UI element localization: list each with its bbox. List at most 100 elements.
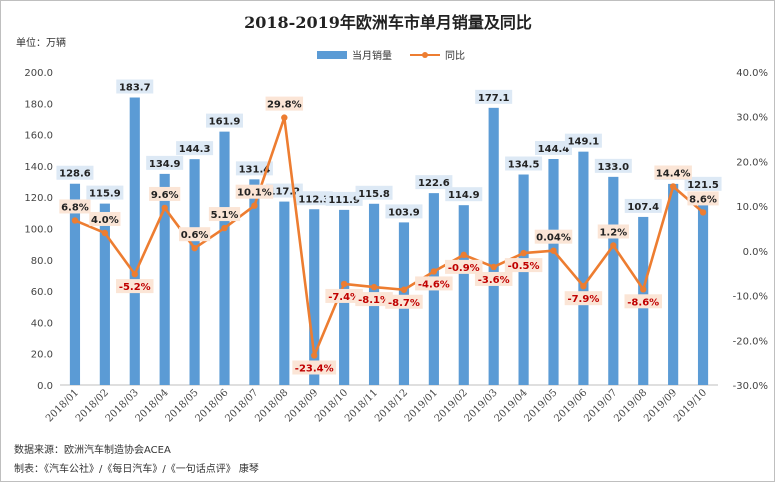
yoy-point (699, 209, 707, 216)
percent-value-label: 10.1% (237, 188, 272, 199)
y-left-tick-label: 80.0 (31, 256, 53, 267)
bar-value-label: 183.7 (119, 83, 151, 94)
yoy-point (610, 242, 617, 249)
percent-value-label: -7.4% (328, 292, 360, 303)
percent-label-box (597, 224, 629, 239)
bar-value-label: 131.4 (239, 164, 271, 175)
percent-value-label: -4.6% (418, 279, 450, 290)
y-left-tick-label: 140.0 (24, 162, 53, 173)
bar-value-label: 121.5 (687, 180, 719, 191)
bar (668, 183, 679, 385)
percent-value-label: 5.1% (211, 210, 239, 221)
bar-value-label: 107.4 (627, 202, 659, 213)
bar (309, 209, 320, 385)
bar-label-box (56, 165, 94, 180)
percent-label-box (474, 271, 513, 286)
legend-line-label: 同比 (445, 50, 465, 62)
percent-label-box (149, 186, 181, 201)
percent-value-label: -8.7% (388, 298, 420, 309)
bar-label-box (116, 79, 154, 94)
percent-value-label: -8.1% (358, 295, 390, 306)
bar-label-box (355, 185, 393, 200)
percent-label-box (534, 229, 573, 244)
bar-value-label: 144.4 (538, 144, 570, 155)
percent-value-label: 6.8% (61, 202, 89, 213)
bar-label-box (206, 113, 243, 128)
x-tick-label: 2019/10 (672, 387, 709, 424)
bar (219, 131, 230, 385)
yoy-point (430, 268, 438, 275)
percent-label-box (235, 184, 274, 199)
bar-value-label: 149.1 (568, 137, 600, 148)
percent-value-label: -7.9% (567, 294, 599, 305)
bar-value-label: 177.1 (478, 93, 510, 104)
bar-value-label: 115.8 (358, 189, 390, 200)
bar-label-box (146, 155, 184, 170)
percent-value-label: 0.6% (181, 230, 209, 241)
bar-value-label: 103.9 (388, 207, 420, 218)
yoy-point (550, 247, 557, 254)
bar (518, 174, 529, 385)
bar (488, 107, 499, 385)
bar-label-box (475, 89, 513, 104)
percent-label-box (178, 227, 211, 242)
bar-label-box (594, 158, 632, 173)
bar-value-label: 161.9 (209, 117, 241, 128)
y-left-tick-label: 0.0 (37, 381, 53, 392)
yoy-point (221, 224, 228, 232)
bar (189, 159, 200, 385)
bar-value-label: 134.5 (508, 160, 540, 171)
yoy-point (251, 202, 258, 209)
percent-value-label: -0.9% (448, 263, 480, 274)
footer-maker: 制表：《汽车公社》/《每日汽车》/《一句话点评》 康琴 (14, 464, 259, 475)
yoy-point (490, 263, 497, 271)
bar-value-label: 133.0 (597, 162, 629, 173)
bar-value-label: 134.9 (149, 159, 181, 170)
percent-label-box (265, 96, 304, 111)
y-left-tick-label: 200.0 (24, 68, 53, 79)
bar-label-box (86, 185, 124, 200)
bar-label-box (235, 161, 273, 176)
percent-label-box (385, 294, 423, 309)
chart-title: 2018-2019年欧洲车市单月销量及同比 (244, 13, 532, 32)
legend-bar-swatch (317, 51, 347, 59)
yoy-point (161, 204, 168, 212)
bar (249, 179, 260, 385)
y-left-tick-label: 180.0 (24, 99, 53, 110)
percent-value-label: -8.6% (627, 297, 659, 308)
percent-value-label: -3.6% (478, 275, 510, 286)
percent-value-label: 0.04% (536, 233, 571, 244)
yoy-point (640, 286, 647, 293)
legend: 当月销量 同比 (317, 49, 465, 62)
percent-label-box (624, 294, 662, 309)
unit-label: 单位：万辆 (16, 36, 66, 49)
percent-label-box (292, 360, 337, 375)
y-right-tick-label: 10.0% (736, 202, 768, 213)
bar (129, 97, 140, 386)
y-left-tick-label: 100.0 (24, 225, 53, 236)
percent-value-label: 9.6% (151, 190, 179, 201)
bar-label-box (445, 187, 483, 202)
percent-label-box (325, 288, 363, 303)
yoy-point (311, 352, 318, 359)
yoy-point (460, 251, 467, 259)
y-right-tick-label: -20.0% (733, 336, 768, 347)
y-right-tick-label: -10.0% (733, 292, 768, 303)
percent-label-box (564, 291, 603, 306)
legend-bar-label: 当月销量 (352, 49, 392, 62)
y-left-tick-label: 20.0 (31, 350, 53, 361)
bar-value-label: 128.6 (59, 169, 91, 180)
bar (697, 194, 709, 385)
y-left-tick-label: 60.0 (31, 287, 53, 298)
bar-label-box (325, 191, 363, 206)
y-right-tick-label: 40.0% (736, 68, 768, 79)
yoy-point (340, 280, 348, 288)
y-right-tick-label: -30.0% (733, 381, 768, 392)
yoy-point (131, 270, 138, 278)
bar (458, 205, 469, 385)
bar-series (69, 97, 709, 386)
y-left-tick-label: 40.0 (31, 318, 53, 329)
percent-label-box (445, 259, 483, 274)
bar (578, 151, 589, 385)
